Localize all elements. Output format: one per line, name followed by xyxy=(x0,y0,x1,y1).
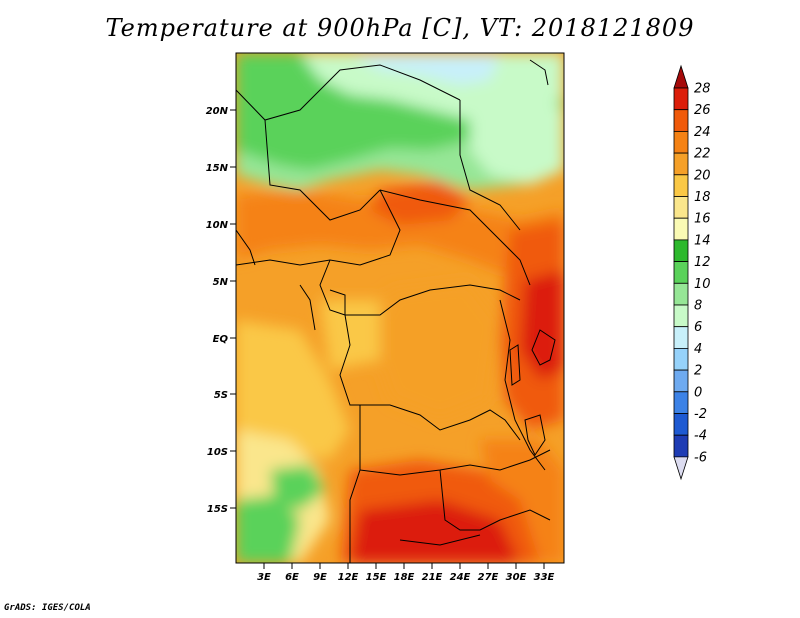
lon-label: 27E xyxy=(478,572,499,583)
colorbar-bottom-arrow xyxy=(673,456,689,481)
colorbar-label: 28 xyxy=(694,82,711,97)
axis-ticks xyxy=(230,109,545,569)
grads-credit: GrADS: IGES/COLA xyxy=(4,603,91,613)
colorbar-box xyxy=(673,391,689,414)
colorbar-box xyxy=(673,109,689,132)
colorbar-box xyxy=(673,261,689,284)
colorbar-label: 0 xyxy=(694,385,702,400)
lon-label: 6E xyxy=(285,572,299,583)
colorbar-box xyxy=(673,282,689,306)
colorbar-box xyxy=(673,217,689,241)
lon-label: 24E xyxy=(450,572,471,583)
colorbar-label: 24 xyxy=(694,125,711,140)
lon-label: 3E xyxy=(257,572,271,583)
colorbar-label: 8 xyxy=(694,299,702,314)
colorbar-box xyxy=(673,326,689,349)
lat-label: 20N xyxy=(206,106,229,117)
colorbar-label: 10 xyxy=(694,277,711,292)
colorbar-top-arrow xyxy=(673,64,689,89)
colorbar-label: -4 xyxy=(694,429,707,444)
latitude-labels: 20N 15N 10N 5N EQ 5S 10S 15S xyxy=(206,106,229,515)
temperature-field xyxy=(236,53,564,563)
colorbar-label: 26 xyxy=(694,103,711,118)
colorbar-box xyxy=(673,174,689,197)
lat-label: 15S xyxy=(207,504,228,515)
colorbar-label: 14 xyxy=(694,233,711,248)
colorbar-label: 4 xyxy=(694,342,702,357)
colorbar-box xyxy=(673,239,689,262)
colorbar-label: 6 xyxy=(694,320,702,335)
longitude-labels: 3E 6E 9E 12E 15E 18E 21E 24E 27E 30E 33E xyxy=(257,572,554,583)
country-borders xyxy=(236,59,556,563)
colorbar-box xyxy=(673,347,689,371)
lat-label: 10N xyxy=(206,220,229,231)
colorbar-label: 22 xyxy=(694,147,711,162)
colorbar-box xyxy=(673,152,689,176)
lat-label: EQ xyxy=(213,334,229,345)
colorbar-box xyxy=(673,369,689,393)
colorbar-label: 12 xyxy=(694,255,711,270)
colorbar-label: 16 xyxy=(694,212,711,227)
lon-label: 21E xyxy=(422,572,443,583)
colorbar-box xyxy=(673,130,689,154)
lat-label: 10S xyxy=(207,447,228,458)
lon-label: 18E xyxy=(394,572,415,583)
lon-label: 12E xyxy=(338,572,359,583)
lon-label: 9E xyxy=(313,572,327,583)
colorbar-label: 18 xyxy=(694,190,711,205)
colorbar-label: -2 xyxy=(694,407,707,422)
lon-label: 33E xyxy=(534,572,555,583)
lat-label: 5S xyxy=(214,390,228,401)
lon-label: 30E xyxy=(506,572,527,583)
colorbar-label: 2 xyxy=(694,364,702,379)
colorbar-box xyxy=(673,413,689,436)
colorbar-box xyxy=(673,434,689,458)
colorbar-box xyxy=(673,304,689,328)
map-title: Temperature at 900hPa [C], VT: 201812180… xyxy=(105,14,695,42)
colorbar-label: 20 xyxy=(694,168,711,183)
colorbar-box xyxy=(673,87,689,111)
lat-label: 15N xyxy=(206,163,229,174)
lat-label: 5N xyxy=(213,277,229,288)
colorbar-label: -6 xyxy=(694,450,707,465)
lon-label: 15E xyxy=(366,572,387,583)
colorbar-box xyxy=(673,196,689,219)
